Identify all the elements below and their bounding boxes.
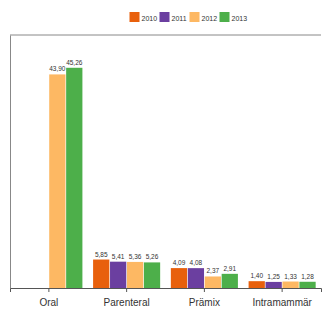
legend-label: 2012 — [202, 15, 218, 22]
x-tick-label: Oral — [39, 297, 58, 308]
legend-item: 2010 — [130, 12, 158, 22]
x-tick-label: Parenteral — [104, 297, 150, 308]
data-label: 2,37 — [207, 267, 220, 274]
y-axis-line — [10, 36, 11, 289]
bars — [49, 68, 315, 288]
x-tick-mark — [282, 288, 283, 292]
data-labels: 5,85 4,09 1,40 5,41 4,08 1,25 43,90 5,36 2,37 1,3… — [49, 59, 314, 280]
data-label: 5,36 — [129, 253, 142, 260]
bar — [188, 268, 204, 288]
legend-label: 2010 — [142, 15, 158, 22]
chart: 5,85 4,09 1,40 5,41 4,08 1,25 43,90 5,36 2,37 1,3… — [0, 0, 329, 329]
x-axis-line — [11, 289, 322, 293]
plot: 5,85 4,09 1,40 5,41 4,08 1,25 43,90 5,36 2,37 1,3… — [10, 35, 322, 308]
bar — [266, 282, 282, 288]
x-tick-label: Intramammär — [252, 297, 312, 308]
data-label: 1,33 — [284, 273, 297, 280]
bar — [205, 276, 221, 288]
x-tick: Intramammär — [252, 288, 312, 308]
data-label: 4,08 — [190, 259, 203, 266]
legend-swatch — [160, 12, 170, 22]
bar — [110, 262, 126, 288]
data-label: 5,41 — [112, 253, 125, 260]
data-label: 1,40 — [250, 272, 263, 279]
bar — [127, 262, 143, 288]
x-tick-mark — [48, 288, 49, 292]
data-label: 43,90 — [49, 65, 66, 72]
bar — [282, 282, 298, 288]
bar — [222, 274, 238, 288]
x-tick-label: Prämix — [189, 297, 220, 308]
bar — [66, 68, 82, 288]
legend-label: 2013 — [232, 15, 248, 22]
data-label: 2,91 — [223, 265, 236, 272]
data-label: 5,85 — [95, 251, 108, 258]
data-label: 1,28 — [301, 273, 314, 280]
x-tick: Oral — [39, 288, 58, 308]
x-tick: Parenteral — [104, 288, 150, 308]
data-label: 5,26 — [146, 253, 159, 260]
bar — [171, 268, 187, 288]
bar — [249, 281, 265, 288]
legend-swatch — [190, 12, 200, 22]
bar — [93, 260, 109, 288]
legend-item: 2013 — [220, 12, 248, 22]
data-label: 4,09 — [173, 259, 186, 266]
data-label: 45,26 — [66, 59, 83, 66]
frame-top — [10, 35, 321, 36]
bar — [144, 262, 160, 288]
bar — [299, 282, 315, 288]
legend-swatch — [130, 12, 140, 22]
x-tick: Prämix — [189, 288, 220, 308]
legend-swatch — [220, 12, 230, 22]
x-tick-mark — [204, 288, 205, 292]
legend-item: 2012 — [190, 12, 218, 22]
x-tick-mark — [126, 288, 127, 292]
y-axis — [10, 36, 11, 289]
x-axis: Oral Parenteral Prämix Intramammär — [11, 288, 322, 308]
bar — [49, 74, 65, 288]
data-label: 1,25 — [267, 273, 280, 280]
legend: 2010 2011 2012 2013 — [130, 12, 248, 22]
legend-item: 2011 — [160, 12, 187, 22]
legend-label: 2011 — [172, 15, 187, 22]
